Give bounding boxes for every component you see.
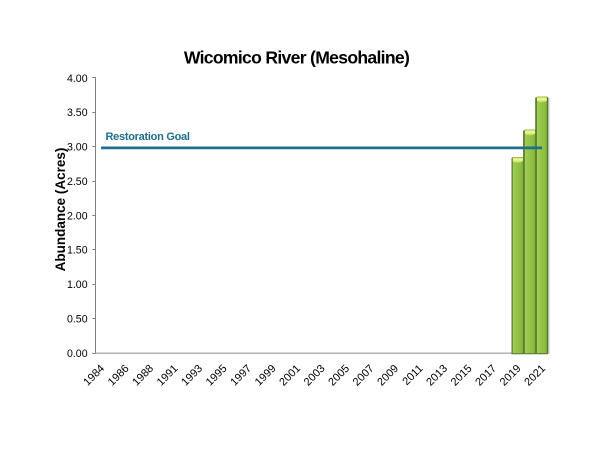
- svg-text:0.00: 0.00: [67, 348, 88, 360]
- svg-text:Abundance (Acres): Abundance (Acres): [53, 148, 68, 272]
- svg-text:2.50: 2.50: [67, 176, 88, 188]
- svg-text:2.00: 2.00: [67, 210, 88, 222]
- svg-text:1.00: 1.00: [67, 279, 88, 291]
- svg-text:0.50: 0.50: [67, 313, 88, 325]
- svg-text:1.50: 1.50: [67, 245, 88, 257]
- svg-text:3.50: 3.50: [67, 107, 88, 119]
- svg-text:Wicomico River (Mesohaline): Wicomico River (Mesohaline): [184, 47, 409, 67]
- svg-text:Restoration Goal: Restoration Goal: [106, 131, 190, 143]
- svg-text:3.00: 3.00: [67, 142, 88, 154]
- svg-text:4.00: 4.00: [67, 73, 88, 85]
